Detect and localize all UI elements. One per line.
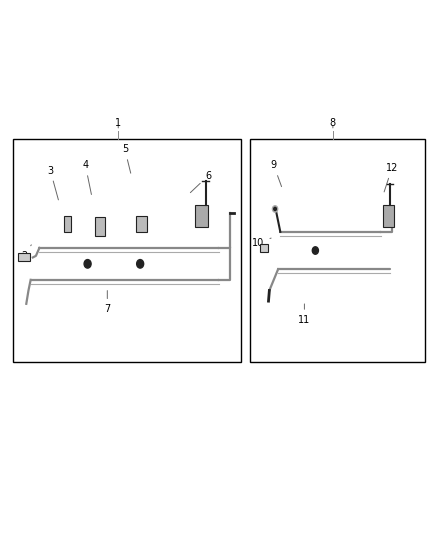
Text: 6: 6 [191,171,211,192]
FancyBboxPatch shape [18,253,30,261]
Text: 12: 12 [384,163,398,192]
Circle shape [274,207,276,211]
FancyBboxPatch shape [64,216,71,232]
FancyBboxPatch shape [95,217,105,236]
Text: 10: 10 [252,238,271,247]
Text: 1: 1 [115,118,121,128]
Text: 2: 2 [21,245,32,261]
Circle shape [312,247,318,254]
Circle shape [137,260,144,268]
Text: 3: 3 [47,166,58,200]
Text: 11: 11 [298,304,311,325]
FancyBboxPatch shape [195,205,208,227]
Circle shape [272,206,278,212]
Text: 8: 8 [330,118,336,128]
Text: 9: 9 [271,160,282,187]
Text: 4: 4 [82,160,92,195]
FancyBboxPatch shape [383,205,394,227]
Text: 7: 7 [104,290,110,314]
FancyBboxPatch shape [260,244,268,252]
Text: 5: 5 [122,144,131,173]
FancyBboxPatch shape [13,139,241,362]
FancyBboxPatch shape [136,216,147,232]
Circle shape [84,260,91,268]
FancyBboxPatch shape [250,139,425,362]
